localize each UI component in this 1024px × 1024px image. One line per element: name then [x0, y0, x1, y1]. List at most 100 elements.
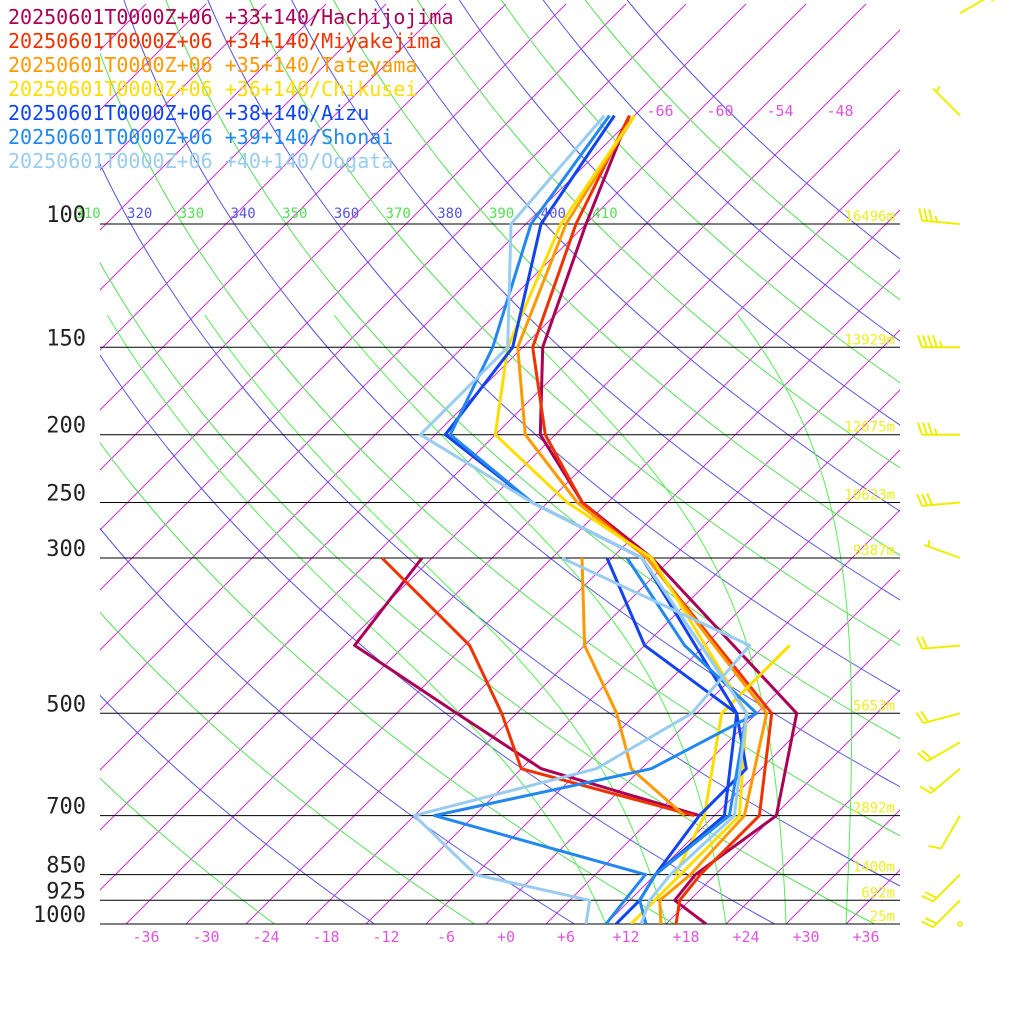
x-tick-label: +24: [732, 928, 759, 946]
pressure-label: 150: [46, 326, 86, 351]
barb-staff: [922, 644, 961, 650]
barb-staff: [922, 219, 961, 225]
barb-staff: [932, 87, 961, 117]
barb-feather: [921, 749, 933, 760]
height-label: 10623m: [844, 488, 895, 504]
barb-feather: [922, 422, 928, 436]
barb-feather: [917, 422, 923, 436]
top-temp-label: -66: [646, 102, 673, 120]
barb-half-feather: [990, 0, 994, 2]
barb-feather: [921, 894, 934, 903]
x-tick-label: +12: [612, 928, 639, 946]
barb-feather: [915, 712, 925, 724]
isotherm-line: [100, 3, 507, 411]
dry-adiabat-line: [165, 0, 900, 740]
theta-label: 370: [386, 206, 411, 222]
barb-half-feather: [939, 340, 943, 348]
theta-label: 380: [437, 206, 462, 222]
legend: 20250601T0000Z+06 +33+140/Hachijojima 202…: [8, 5, 454, 173]
isotherm-line: [605, 629, 900, 924]
legend-entry: 20250601T0000Z+06 +33+140/Hachijojima: [8, 5, 454, 29]
wind-barb: [919, 767, 961, 794]
isotherm-line: [545, 569, 900, 924]
wind-barb: [916, 492, 961, 507]
isotherm-line: [125, 149, 900, 924]
x-tick-label: -12: [372, 928, 399, 946]
barb-half-feather: [935, 86, 941, 93]
barb-feather: [928, 844, 942, 850]
dewpoint-line: [605, 557, 748, 876]
height-label: 16496m: [844, 209, 895, 225]
pressure-label: 300: [46, 537, 86, 562]
temperature-line: [418, 114, 749, 924]
isotherm-line: [185, 209, 900, 924]
isotherm-line: [100, 3, 867, 771]
barb-feather: [923, 208, 929, 222]
dry-adiabat-line: [100, 261, 875, 924]
wind-barb: [959, 0, 994, 15]
legend-entry: 20250601T0000Z+06 +36+140/Chikusei: [8, 77, 417, 101]
temperature-line: [516, 114, 769, 924]
theta-label: 310: [75, 206, 100, 222]
isotherm-line: [100, 3, 687, 591]
height-label: 5653m: [853, 698, 895, 714]
dry-adiabat-line: [542, 0, 900, 342]
theta-label: 360: [334, 206, 359, 222]
dry-adiabat-line: [100, 52, 900, 837]
wind-barb: [916, 741, 961, 763]
dry-adiabat-line: [100, 611, 475, 924]
isotherm-line: [425, 449, 900, 924]
dry-adiabat-line: [584, 0, 900, 301]
barb-staff: [959, 0, 985, 15]
isotherm-line: [966, 4, 1024, 924]
wind-barb: [916, 636, 961, 650]
theta-label: 350: [282, 206, 307, 222]
barb-staff: [932, 899, 961, 928]
pressure-label: 250: [46, 482, 86, 507]
barb-staff: [930, 767, 961, 794]
height-label: 9387m: [853, 543, 895, 559]
dry-adiabat-line: [100, 442, 675, 924]
pressure-label: 200: [46, 414, 86, 439]
wind-barb: [923, 540, 961, 559]
top-temp-label: -60: [706, 102, 733, 120]
isotherm-line: [906, 4, 1024, 924]
isotherm-line: [100, 3, 447, 351]
theta-label: 410: [592, 206, 617, 222]
isotherm-line: [100, 3, 387, 291]
dry-adiabat-line: [458, 0, 900, 426]
isotherm-line: [845, 869, 900, 924]
barb-staff: [932, 873, 961, 903]
dewpoint-line: [580, 557, 686, 817]
barb-feather: [916, 636, 924, 650]
dry-adiabat-line: [626, 0, 900, 260]
pressure-label: 850: [46, 854, 86, 879]
dry-adiabat-line: [207, 0, 900, 693]
barb-half-feather: [928, 785, 936, 791]
theta-label: 390: [489, 206, 514, 222]
barb-feather: [916, 493, 924, 507]
height-label: 692m: [861, 885, 895, 901]
isotherm-line: [245, 269, 900, 924]
moist-adiabat-line: [106, 314, 607, 924]
x-tick-label: -18: [312, 928, 339, 946]
moist-adiabat-line: [509, 314, 787, 924]
x-tick-label: +30: [792, 928, 819, 946]
pressure-label: 100: [46, 203, 86, 228]
calm-circle: [957, 921, 963, 927]
pressure-label: 500: [46, 692, 86, 717]
isobar-lines: [100, 223, 900, 925]
dry-adiabat-line: [291, 0, 900, 601]
pressure-label: 925: [46, 879, 86, 904]
barb-staff: [923, 544, 961, 559]
barb-feather: [921, 636, 929, 649]
isotherm-line: [725, 749, 900, 924]
barb-half-feather: [934, 215, 939, 223]
height-label: 2892m: [853, 801, 895, 817]
height-label: 13929m: [844, 332, 895, 348]
barb-feather: [926, 492, 934, 506]
wind-barb: [921, 873, 961, 903]
top-temp-label: -48: [826, 102, 853, 120]
dry-adiabat-line: [100, 694, 375, 924]
legend-entry: 20250601T0000Z+06 +39+140/Shonai: [8, 125, 393, 149]
